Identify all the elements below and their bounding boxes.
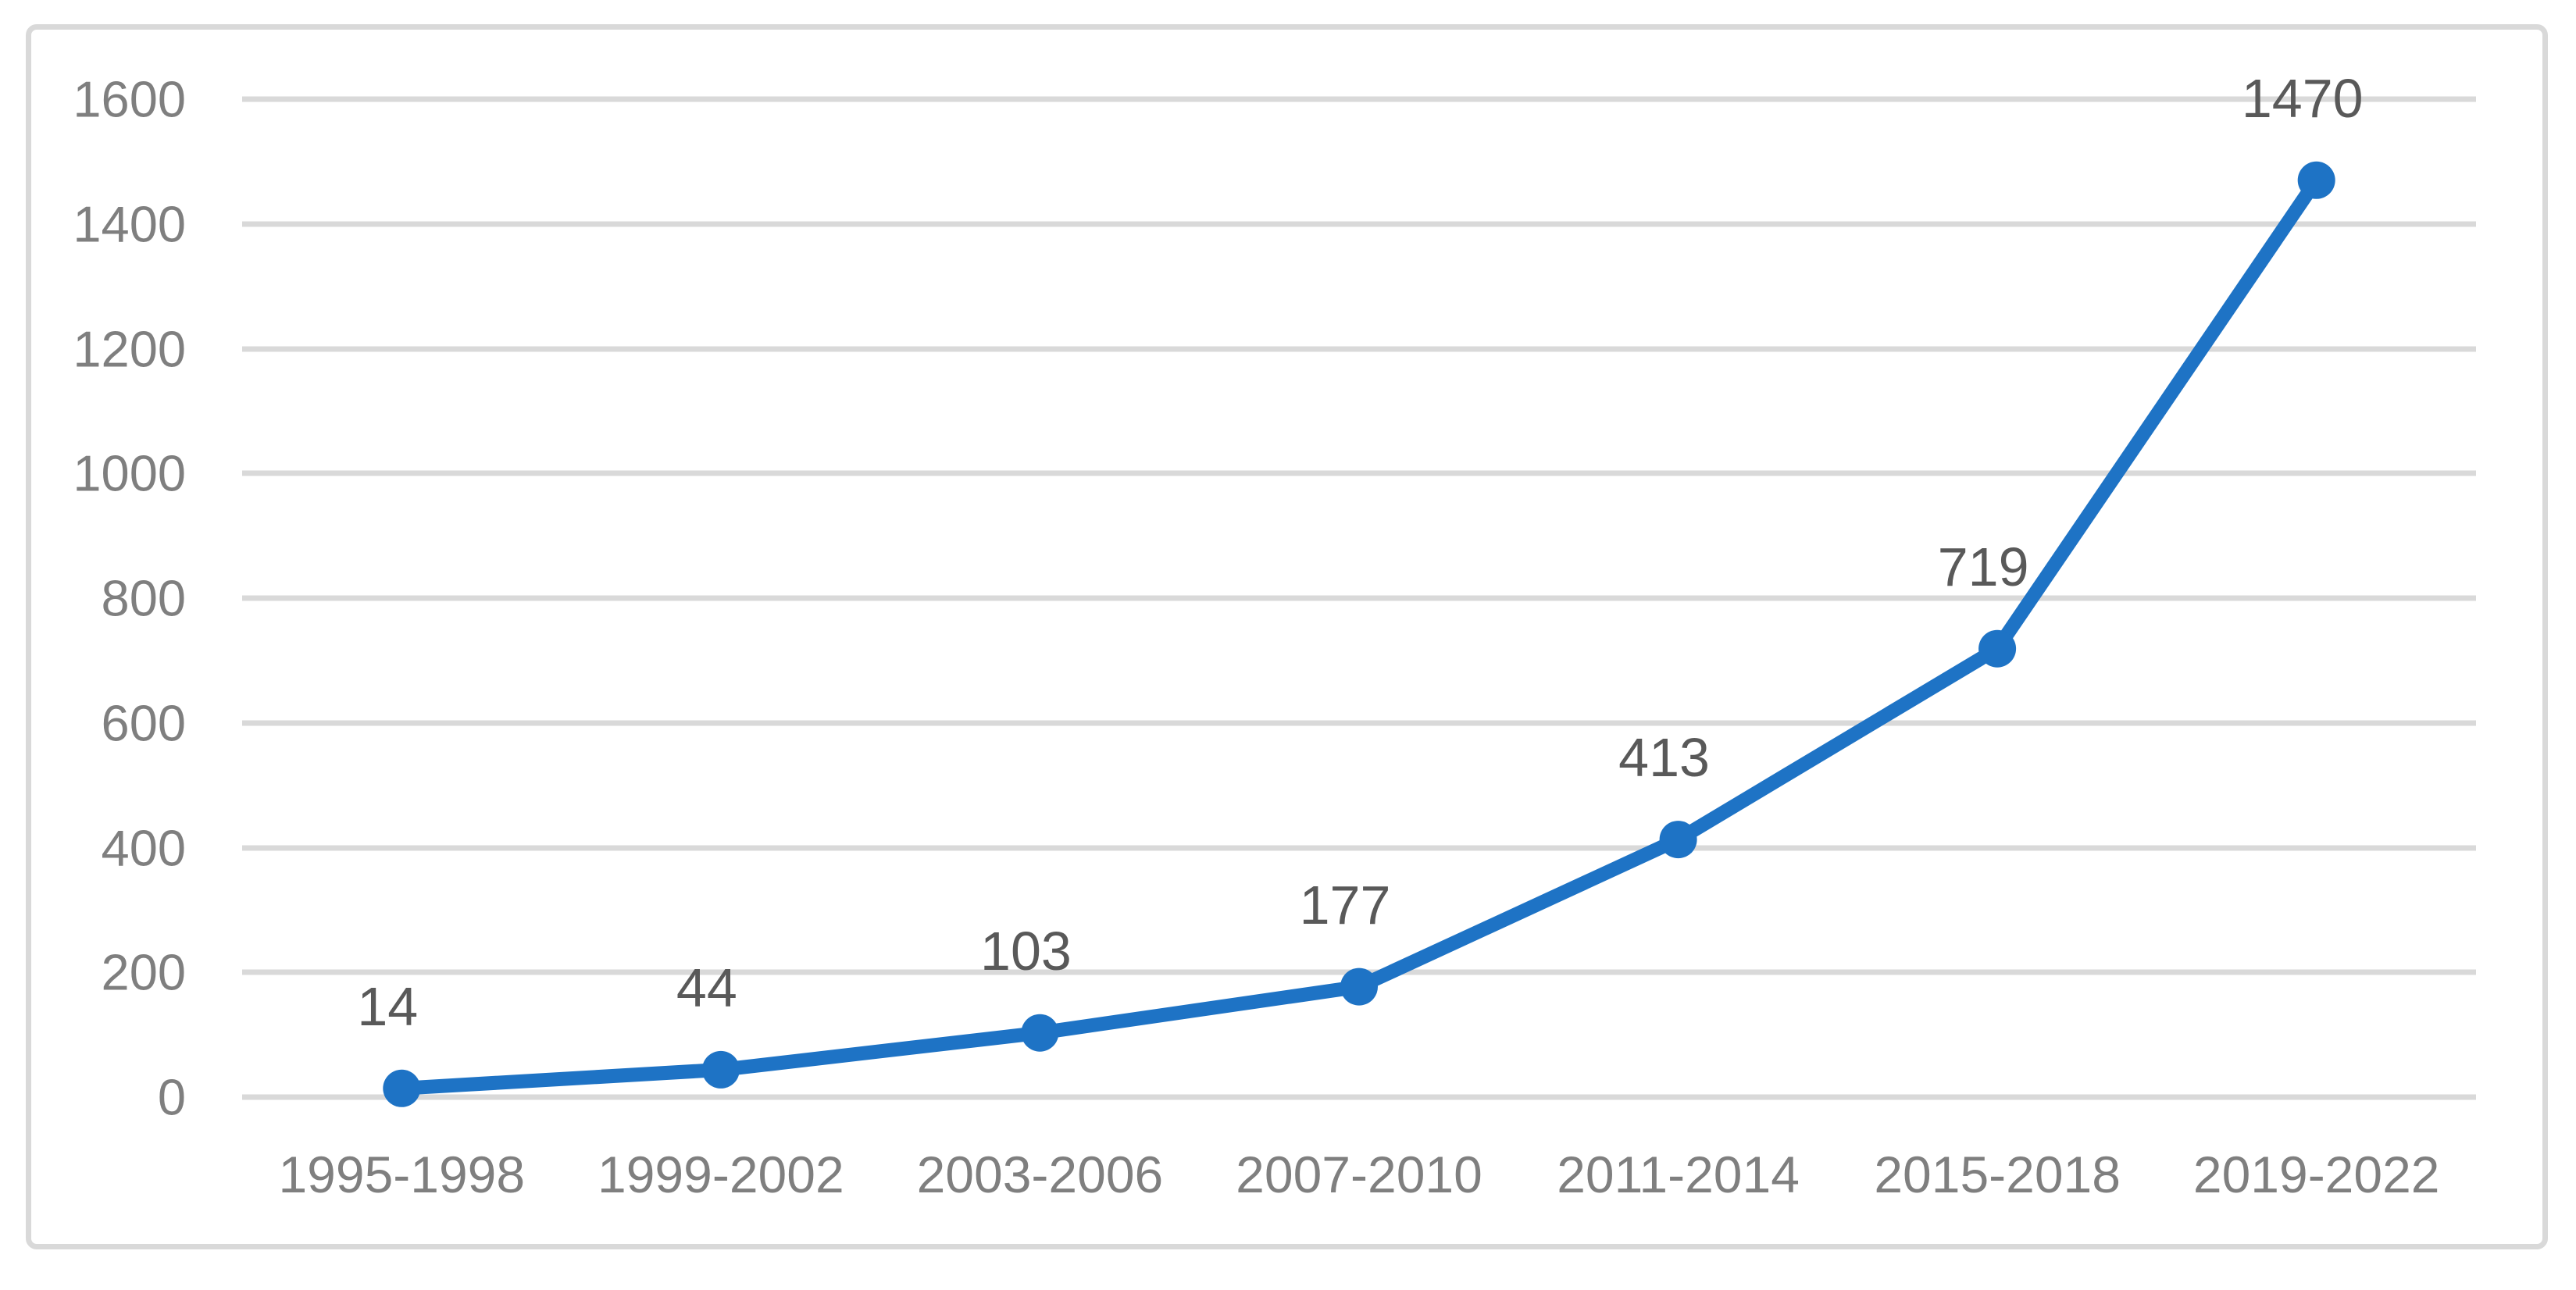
gridline bbox=[242, 96, 2476, 102]
data-label: 44 bbox=[676, 957, 737, 1018]
y-axis-tick-label: 1200 bbox=[73, 320, 186, 377]
data-label: 719 bbox=[1937, 536, 2029, 597]
x-axis-category-label: 2011-2014 bbox=[1557, 1146, 1800, 1203]
gridline bbox=[242, 595, 2476, 601]
gridline bbox=[242, 346, 2476, 351]
y-axis-tick-label: 400 bbox=[101, 819, 186, 876]
x-axis-category-label: 2015-2018 bbox=[1874, 1146, 2121, 1203]
data-label: 1470 bbox=[2241, 67, 2364, 129]
plot-area: 14 44 103 177 413 719 1470 0 200 400 600 800 1000 12… bbox=[73, 71, 2476, 1200]
gridline bbox=[242, 470, 2476, 476]
x-axis-category-label: 1995-1998 bbox=[278, 1146, 526, 1203]
y-axis-tick-label: 1600 bbox=[73, 70, 186, 128]
data-label: 413 bbox=[1618, 727, 1710, 789]
data-label: 103 bbox=[980, 920, 1072, 982]
x-axis-category-label: 2007-2010 bbox=[1236, 1146, 1482, 1203]
y-axis-tick-label: 1400 bbox=[73, 195, 186, 253]
data-point-marker bbox=[1340, 968, 1378, 1006]
line-series bbox=[383, 161, 2335, 1107]
data-point-marker bbox=[1978, 629, 2017, 668]
x-axis-category-label: 2003-2006 bbox=[916, 1146, 1164, 1203]
data-point-marker bbox=[2297, 161, 2335, 199]
data-label: 177 bbox=[1299, 874, 1391, 935]
gridline bbox=[242, 845, 2476, 850]
line-chart-frame: 14 44 103 177 413 719 1470 0 200 400 600 800 1000 12… bbox=[26, 24, 2548, 1249]
gridline bbox=[242, 1094, 2476, 1100]
series-line bbox=[394, 173, 2324, 1096]
data-point-marker bbox=[383, 1069, 421, 1107]
y-axis-tick-label: 800 bbox=[101, 569, 186, 627]
y-axis-tick-label: 0 bbox=[157, 1068, 186, 1126]
x-axis-category-label: 2019-2022 bbox=[2192, 1146, 2440, 1203]
y-axis-tick-label: 200 bbox=[101, 943, 186, 1001]
y-axis-tick-label: 600 bbox=[101, 694, 186, 752]
data-point-marker bbox=[1021, 1014, 1059, 1052]
data-label: 14 bbox=[357, 975, 419, 1037]
x-axis-category-label: 1999-2002 bbox=[598, 1146, 844, 1203]
data-point-marker bbox=[701, 1050, 740, 1089]
gridline bbox=[242, 720, 2476, 726]
data-point-marker bbox=[1659, 821, 1697, 859]
y-axis-tick-label: 1000 bbox=[73, 444, 186, 502]
gridline bbox=[242, 221, 2476, 227]
